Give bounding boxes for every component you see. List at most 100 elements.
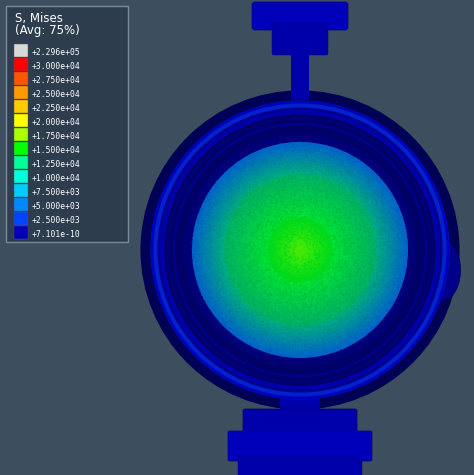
Point — [207, 203, 215, 210]
Point — [248, 161, 255, 169]
Point — [194, 280, 202, 288]
Point — [323, 336, 330, 343]
Point — [378, 224, 385, 232]
Point — [325, 191, 332, 199]
Point — [356, 205, 364, 213]
Point — [324, 264, 331, 272]
Point — [192, 244, 200, 251]
Point — [269, 200, 276, 207]
Point — [348, 271, 356, 279]
Point — [245, 156, 253, 163]
Point — [218, 259, 225, 267]
Point — [228, 210, 235, 218]
Point — [260, 157, 267, 165]
Point — [370, 310, 378, 318]
Point — [270, 212, 278, 219]
Point — [343, 219, 351, 227]
Point — [291, 332, 298, 339]
Point — [197, 280, 204, 287]
Point — [264, 306, 271, 314]
Point — [320, 320, 328, 327]
Point — [222, 181, 230, 189]
Point — [319, 304, 327, 311]
Point — [219, 237, 227, 245]
Point — [301, 317, 309, 324]
Point — [313, 158, 321, 166]
Point — [332, 338, 340, 345]
Point — [323, 347, 330, 355]
Point — [349, 327, 356, 335]
Point — [250, 195, 258, 202]
Point — [270, 328, 277, 336]
Point — [305, 304, 312, 312]
Point — [255, 198, 263, 206]
Point — [338, 262, 346, 269]
Point — [224, 206, 231, 213]
Point — [194, 235, 201, 242]
Point — [344, 297, 352, 304]
Point — [227, 212, 235, 219]
Point — [260, 327, 268, 335]
Point — [320, 296, 328, 304]
Point — [360, 203, 368, 211]
Point — [353, 256, 360, 263]
Point — [262, 341, 270, 348]
Point — [241, 208, 248, 216]
Point — [355, 171, 363, 179]
Point — [323, 238, 330, 246]
Point — [264, 254, 271, 261]
Point — [262, 284, 269, 291]
Point — [196, 225, 203, 233]
Point — [331, 320, 339, 328]
Point — [277, 216, 284, 223]
Point — [396, 272, 404, 279]
Point — [298, 349, 306, 357]
Point — [348, 294, 356, 302]
Point — [347, 162, 355, 170]
Point — [322, 214, 330, 222]
Point — [337, 316, 345, 324]
Point — [234, 228, 242, 236]
Point — [281, 169, 288, 177]
Point — [321, 305, 329, 313]
Point — [205, 288, 213, 296]
Point — [295, 235, 302, 242]
Point — [329, 190, 337, 198]
Point — [336, 319, 343, 326]
Point — [237, 274, 244, 282]
Point — [308, 258, 315, 266]
Point — [226, 306, 234, 314]
Point — [260, 326, 267, 333]
Point — [347, 316, 355, 324]
Point — [264, 233, 272, 241]
Point — [248, 297, 256, 304]
Point — [230, 246, 237, 254]
Point — [264, 177, 272, 185]
Point — [379, 209, 387, 217]
Point — [222, 287, 230, 295]
Point — [236, 251, 243, 258]
Point — [217, 275, 224, 282]
Point — [325, 309, 332, 316]
Point — [361, 279, 368, 286]
Point — [393, 261, 401, 269]
Point — [309, 344, 317, 352]
Point — [244, 334, 252, 342]
Point — [398, 220, 405, 228]
Point — [314, 221, 322, 228]
Point — [337, 264, 345, 272]
Point — [291, 221, 299, 229]
Point — [346, 215, 354, 222]
Point — [391, 274, 398, 282]
Point — [325, 207, 333, 215]
Point — [361, 263, 368, 270]
Point — [290, 354, 297, 361]
Point — [248, 323, 256, 331]
Point — [304, 323, 311, 331]
Point — [252, 317, 260, 325]
Point — [351, 257, 358, 265]
Point — [391, 282, 398, 289]
Point — [285, 275, 293, 282]
Point — [341, 175, 349, 182]
Point — [375, 263, 383, 271]
